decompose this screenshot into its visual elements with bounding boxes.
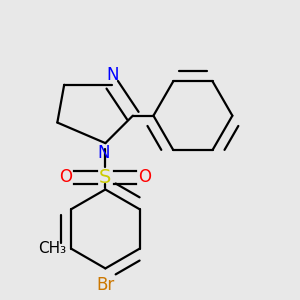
Text: S: S <box>99 168 112 187</box>
Text: Br: Br <box>96 276 115 294</box>
Text: N: N <box>106 66 118 84</box>
Text: O: O <box>59 169 72 187</box>
Text: O: O <box>138 169 152 187</box>
Text: N: N <box>98 144 110 162</box>
Text: CH₃: CH₃ <box>38 241 66 256</box>
